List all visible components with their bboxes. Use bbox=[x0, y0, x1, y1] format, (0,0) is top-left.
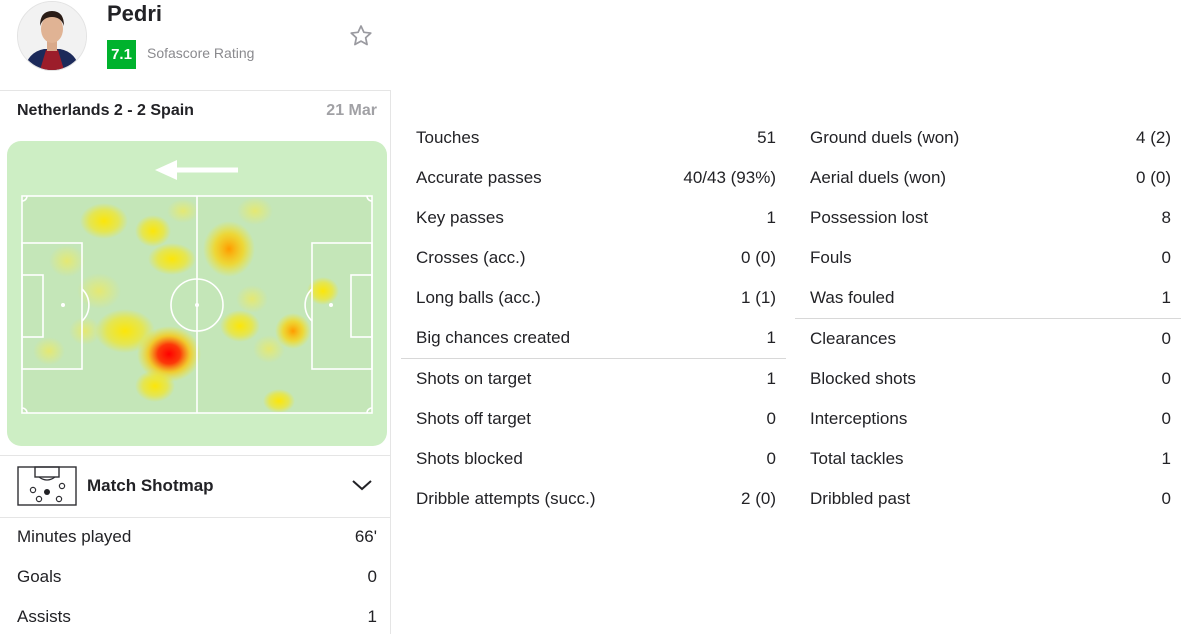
stat-value: 0 bbox=[367, 567, 377, 586]
shotmap-label: Match Shotmap bbox=[87, 476, 214, 495]
stat-label: Interceptions bbox=[810, 409, 908, 428]
match-title[interactable]: Netherlands 2 - 2 Spain bbox=[17, 102, 194, 119]
stat-label: Total tackles bbox=[810, 449, 904, 468]
stat-row: Dribble attempts (succ.) 2 (0) bbox=[401, 479, 786, 519]
stat-value: 2 (0) bbox=[741, 489, 776, 508]
stat-row: Accurate passes 40/43 (93%) bbox=[401, 158, 786, 198]
stat-label: Shots on target bbox=[416, 369, 532, 388]
stat-label: Crosses (acc.) bbox=[416, 248, 526, 267]
stat-value: 40/43 (93%) bbox=[683, 168, 776, 187]
heat-areas bbox=[33, 197, 339, 413]
stat-label: Aerial duels (won) bbox=[810, 168, 947, 187]
stat-value: 0 bbox=[1161, 409, 1171, 428]
stat-value: 1 bbox=[766, 328, 776, 347]
stat-row: Interceptions 0 bbox=[795, 399, 1181, 439]
stat-row: Ground duels (won) 4 (2) bbox=[795, 118, 1181, 158]
stat-label: Fouls bbox=[810, 248, 852, 267]
stat-value: 51 bbox=[757, 128, 776, 147]
stat-row: Was fouled 1 bbox=[795, 278, 1181, 318]
stat-row: Goals 0 bbox=[17, 557, 377, 597]
stat-row: Big chances created 1 bbox=[401, 318, 786, 358]
stat-label: Was fouled bbox=[810, 288, 895, 307]
stat-value: 1 (1) bbox=[741, 288, 776, 307]
stat-row: Crosses (acc.) 0 (0) bbox=[401, 238, 786, 278]
stat-label: Long balls (acc.) bbox=[416, 288, 541, 307]
stat-label: Dribbled past bbox=[810, 489, 911, 508]
section-divider bbox=[401, 358, 786, 359]
stat-value: 0 bbox=[1161, 248, 1171, 267]
summary-stats: Minutes played 66' Goals 0 Assists 1 bbox=[17, 517, 377, 634]
player-avatar[interactable] bbox=[17, 1, 87, 71]
stat-row: Possession lost 8 bbox=[795, 198, 1181, 238]
heatmap bbox=[7, 141, 387, 446]
stat-row: Clearances 0 bbox=[795, 319, 1181, 359]
stat-value: 0 bbox=[1161, 329, 1171, 348]
player-photo-icon bbox=[18, 2, 86, 70]
stat-row: Minutes played 66' bbox=[17, 517, 377, 557]
stat-value: 0 (0) bbox=[1136, 168, 1171, 187]
stat-row: Assists 1 bbox=[17, 597, 377, 634]
stat-row: Fouls 0 bbox=[795, 238, 1181, 278]
stat-label: Goals bbox=[17, 567, 62, 586]
stat-label: Minutes played bbox=[17, 527, 132, 546]
shotmap-pitch-icon bbox=[17, 466, 77, 506]
stat-label: Big chances created bbox=[416, 328, 571, 347]
stat-value: 0 (0) bbox=[741, 248, 776, 267]
stats-column-2: Ground duels (won) 4 (2) Aerial duels (wo… bbox=[795, 118, 1181, 519]
stat-row: Shots off target 0 bbox=[401, 399, 786, 439]
left-column: Netherlands 2 - 2 Spain 21 Mar bbox=[0, 90, 391, 634]
stat-label: Accurate passes bbox=[416, 168, 542, 187]
stat-row: Total tackles 1 bbox=[795, 439, 1181, 479]
stat-row: Blocked shots 0 bbox=[795, 359, 1181, 399]
stat-row: Dribbled past 0 bbox=[795, 479, 1181, 519]
heatmap-pitch bbox=[7, 141, 387, 446]
stat-row: Aerial duels (won) 0 (0) bbox=[795, 158, 1181, 198]
stat-value: 8 bbox=[1161, 208, 1171, 227]
stat-label: Clearances bbox=[810, 329, 896, 348]
shotmap-toggle[interactable]: Match Shotmap bbox=[0, 455, 390, 518]
stat-label: Possession lost bbox=[810, 208, 929, 227]
attack-direction-arrow-icon bbox=[155, 160, 238, 180]
player-name[interactable]: Pedri bbox=[107, 1, 163, 26]
stat-value: 1 bbox=[1161, 288, 1171, 307]
stat-label: Dribble attempts (succ.) bbox=[416, 489, 596, 508]
stat-row: Long balls (acc.) 1 (1) bbox=[401, 278, 786, 318]
stat-row: Shots on target 1 bbox=[401, 359, 786, 399]
rating-badge: 7.1 bbox=[107, 40, 136, 69]
stat-value: 1 bbox=[367, 607, 377, 626]
stat-value: 1 bbox=[1161, 449, 1171, 468]
stats-column-1: Touches 51 Accurate passes 40/43 (93%) Key… bbox=[401, 118, 786, 519]
stat-value: 0 bbox=[766, 449, 776, 468]
stat-row: Key passes 1 bbox=[401, 198, 786, 238]
match-date: 21 Mar bbox=[326, 102, 377, 119]
rating-label: Sofascore Rating bbox=[147, 45, 255, 61]
stat-label: Shots off target bbox=[416, 409, 531, 428]
stat-label: Key passes bbox=[416, 208, 504, 227]
section-divider bbox=[795, 318, 1181, 319]
stat-label: Shots blocked bbox=[416, 449, 523, 468]
chevron-down-icon[interactable] bbox=[350, 477, 374, 493]
stat-row: Touches 51 bbox=[401, 118, 786, 158]
stat-value: 1 bbox=[766, 369, 776, 388]
stat-label: Touches bbox=[416, 128, 480, 147]
stat-value: 4 (2) bbox=[1136, 128, 1171, 147]
stat-label: Assists bbox=[17, 607, 71, 626]
stat-value: 0 bbox=[1161, 489, 1171, 508]
stat-label: Blocked shots bbox=[810, 369, 916, 388]
favorite-button[interactable] bbox=[347, 22, 375, 50]
stat-value: 0 bbox=[766, 409, 776, 428]
stat-value: 66' bbox=[354, 527, 377, 546]
stat-label: Ground duels (won) bbox=[810, 128, 960, 147]
star-icon bbox=[350, 25, 372, 46]
match-header[interactable]: Netherlands 2 - 2 Spain 21 Mar bbox=[17, 100, 377, 122]
stat-value: 0 bbox=[1161, 369, 1171, 388]
stat-value: 1 bbox=[766, 208, 776, 227]
stat-row: Shots blocked 0 bbox=[401, 439, 786, 479]
